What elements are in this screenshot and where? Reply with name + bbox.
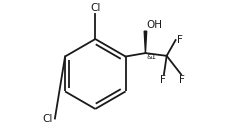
Text: F: F xyxy=(177,35,183,45)
Text: &1: &1 xyxy=(147,54,157,60)
Polygon shape xyxy=(144,31,147,53)
Text: F: F xyxy=(160,75,166,85)
Text: Cl: Cl xyxy=(90,3,101,13)
Text: OH: OH xyxy=(147,20,163,30)
Text: Cl: Cl xyxy=(42,114,53,123)
Text: F: F xyxy=(179,75,185,85)
